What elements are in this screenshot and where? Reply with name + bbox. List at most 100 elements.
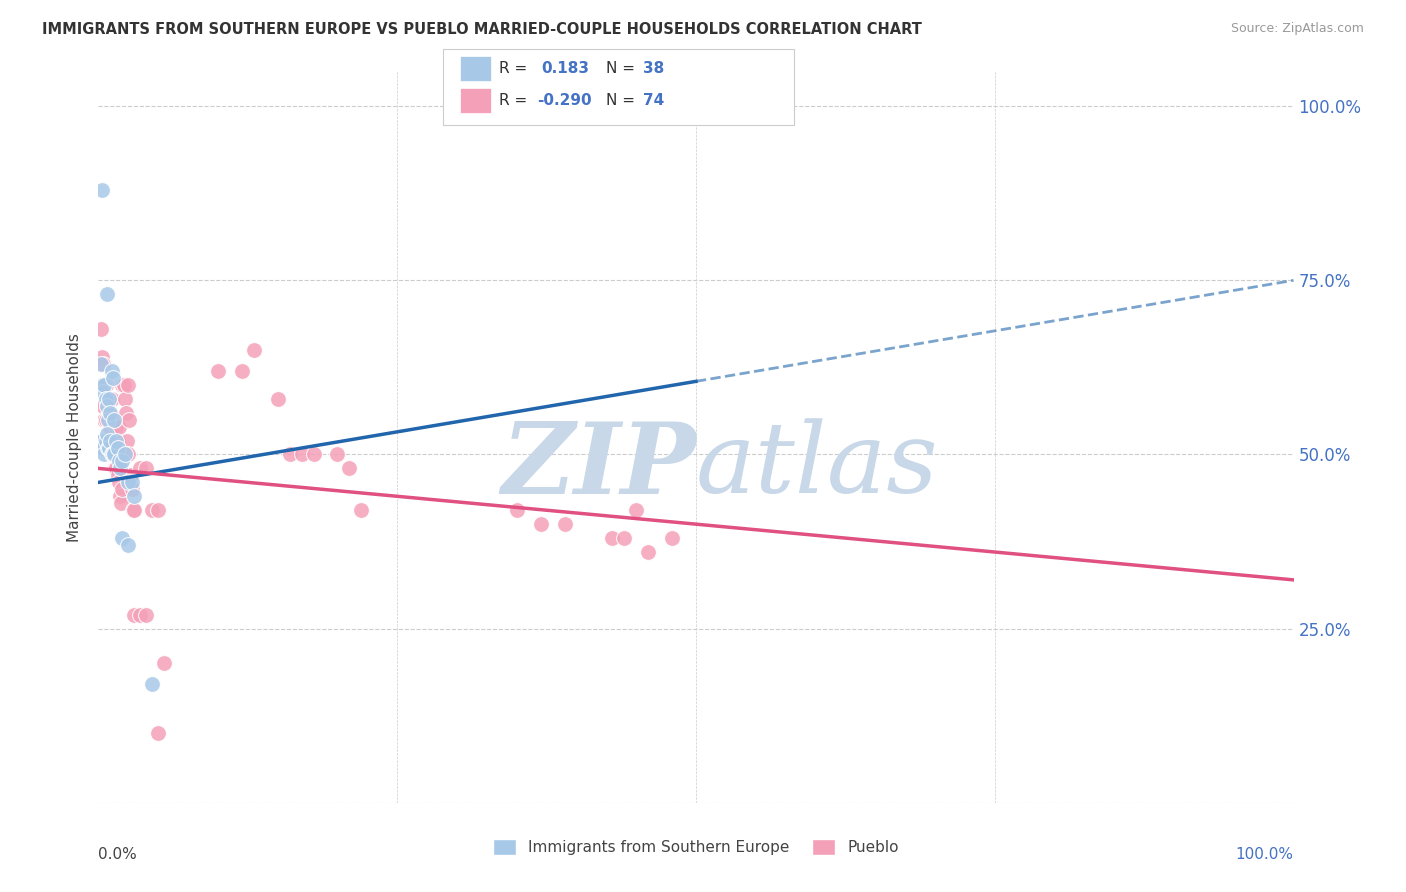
Point (94, 412, 117, 426)
Point (112, 377, 135, 392)
Text: IMMIGRANTS FROM SOUTHERN EUROPE VS PUEBLO MARRIED-COUPLE HOUSEHOLDS CORRELATION : IMMIGRANTS FROM SOUTHERN EUROPE VS PUEBL… (42, 22, 922, 37)
Point (107, 419, 129, 434)
Point (111, 377, 134, 392)
Point (339, 461, 361, 475)
Point (115, 406, 138, 420)
Point (129, 607, 152, 622)
Point (530, 517, 553, 532)
Point (97, 434, 120, 448)
Text: 0.183: 0.183 (541, 62, 589, 76)
Point (91, 441, 114, 455)
Point (124, 503, 146, 517)
Point (107, 475, 129, 490)
Point (91, 357, 114, 371)
Point (108, 489, 131, 503)
Point (98, 406, 122, 420)
Point (97, 412, 120, 426)
Text: 0.0%: 0.0% (98, 847, 138, 862)
Point (135, 461, 157, 475)
Point (117, 448, 139, 462)
Point (554, 517, 576, 532)
Text: ZIP: ZIP (501, 418, 696, 515)
Text: 74: 74 (643, 94, 664, 108)
Point (91, 434, 114, 448)
Point (148, 503, 170, 517)
Text: atlas: atlas (696, 418, 939, 514)
Point (97, 441, 120, 455)
Point (94, 377, 117, 392)
Point (626, 503, 648, 517)
Point (100, 364, 122, 378)
Text: R =: R = (499, 94, 527, 108)
Point (91, 350, 114, 364)
Point (153, 657, 176, 671)
Point (326, 448, 349, 462)
Text: R =: R = (499, 62, 527, 76)
Point (121, 483, 143, 497)
Point (90, 434, 112, 448)
Point (110, 461, 132, 475)
Point (93, 412, 115, 426)
Point (100, 392, 122, 406)
Point (96, 392, 118, 406)
Point (267, 392, 290, 406)
Point (613, 531, 636, 545)
Point (108, 461, 131, 475)
Point (104, 434, 127, 448)
Point (94, 392, 117, 406)
Point (141, 677, 163, 691)
Point (124, 489, 146, 503)
Point (98, 448, 122, 462)
Point (91, 399, 114, 413)
Point (101, 448, 124, 462)
Text: -0.290: -0.290 (537, 94, 592, 108)
Point (124, 607, 146, 622)
Point (107, 454, 129, 468)
Point (291, 448, 314, 462)
Text: N =: N = (606, 94, 636, 108)
Point (129, 461, 152, 475)
Point (101, 448, 124, 462)
Point (661, 531, 683, 545)
Point (107, 441, 129, 455)
Point (114, 392, 136, 406)
Point (111, 483, 134, 497)
Point (117, 538, 139, 552)
Point (637, 545, 659, 559)
Point (121, 475, 143, 490)
Point (103, 448, 125, 462)
Text: Source: ZipAtlas.com: Source: ZipAtlas.com (1230, 22, 1364, 36)
Point (117, 475, 139, 490)
Point (118, 412, 141, 426)
Y-axis label: Married-couple Households: Married-couple Households (67, 333, 83, 541)
Point (91, 377, 114, 392)
Point (111, 531, 134, 545)
Point (350, 503, 373, 517)
Point (90, 322, 112, 336)
Point (148, 726, 170, 740)
Point (101, 412, 124, 426)
Point (96, 426, 118, 441)
Point (602, 531, 624, 545)
Point (104, 461, 127, 475)
Point (98, 392, 121, 406)
Point (91, 377, 114, 392)
Point (105, 419, 128, 434)
Text: 100.0%: 100.0% (1236, 847, 1294, 862)
Point (91, 183, 114, 197)
Point (302, 448, 325, 462)
Text: N =: N = (606, 62, 636, 76)
Point (103, 448, 125, 462)
Point (93, 448, 115, 462)
Point (141, 503, 163, 517)
Point (135, 607, 157, 622)
Point (103, 412, 125, 426)
Point (115, 434, 138, 448)
Point (107, 468, 129, 483)
Point (93, 377, 115, 392)
Point (207, 364, 229, 378)
Text: 38: 38 (643, 62, 664, 76)
Point (110, 496, 132, 510)
Point (105, 434, 128, 448)
Point (97, 392, 120, 406)
